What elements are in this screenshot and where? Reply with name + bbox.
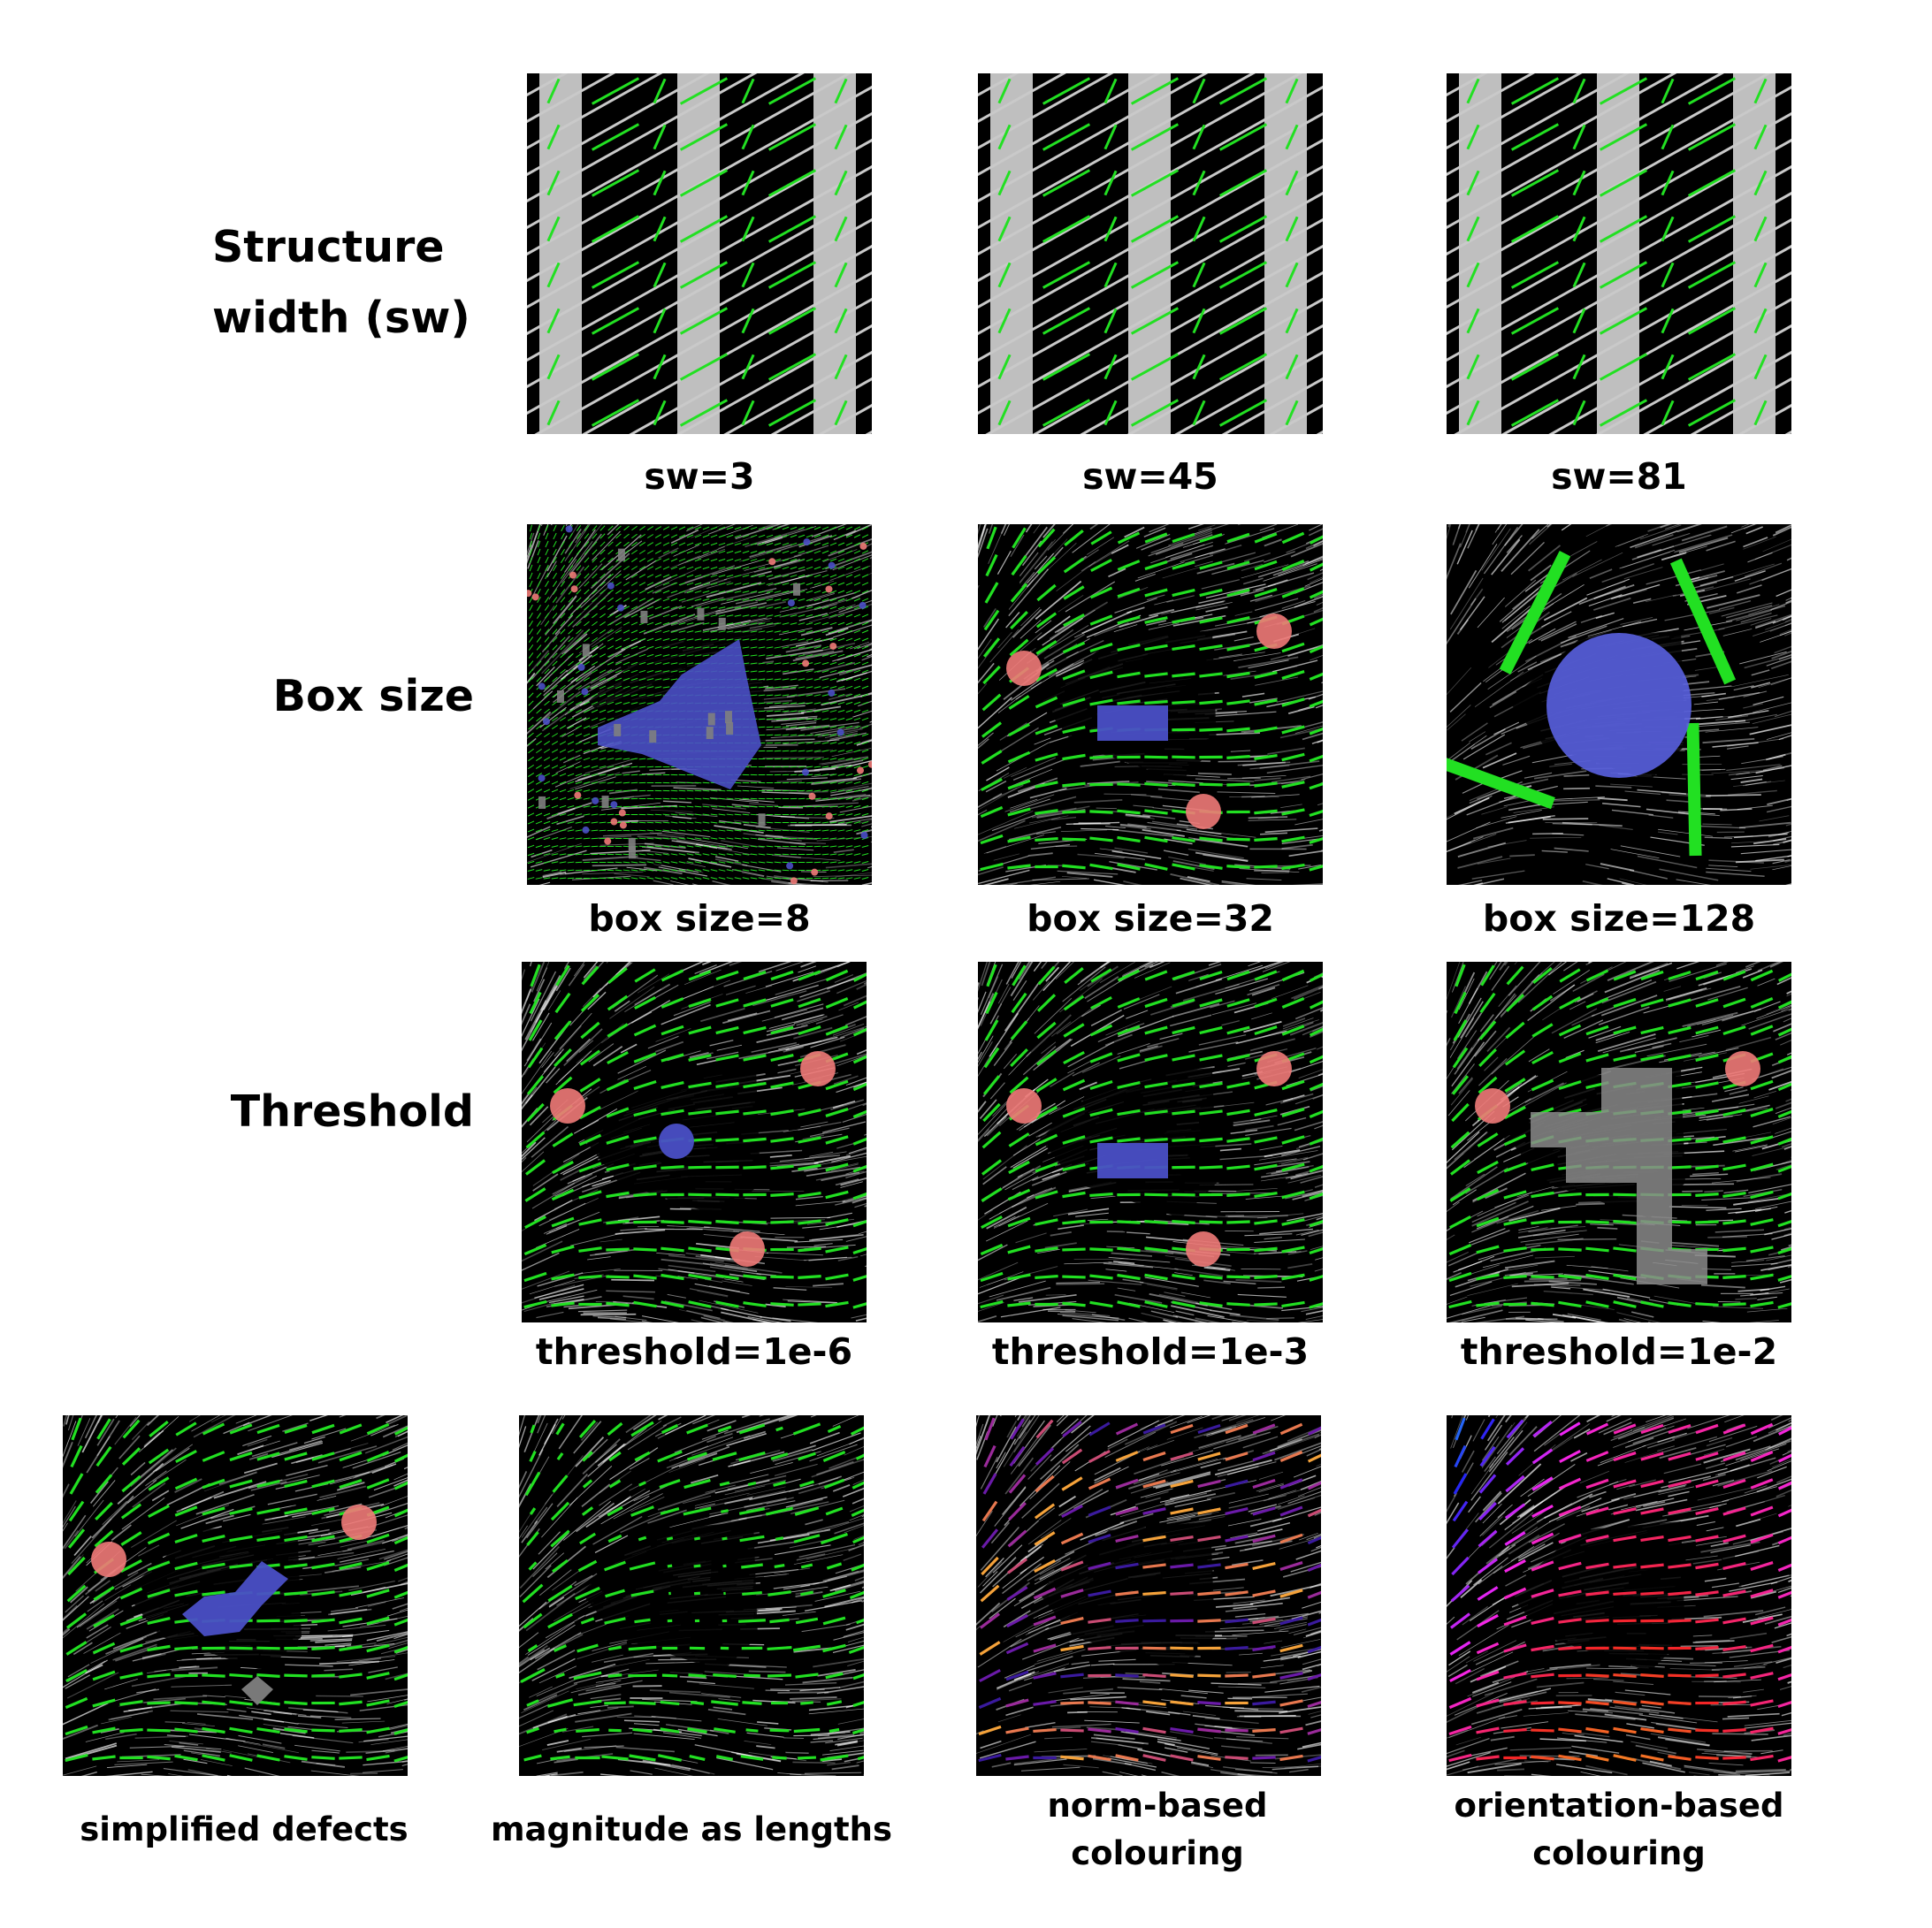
panel-threshold-1e-6	[522, 962, 867, 1322]
caption-threshold-1e-2: threshold=1e-2	[1460, 1330, 1778, 1373]
caption-threshold-1e-3: threshold=1e-3	[991, 1330, 1310, 1373]
caption-box-size-8: box size=8	[588, 897, 811, 940]
panel-graphic	[1447, 524, 1791, 885]
panel-norm-based-colouring	[976, 1415, 1321, 1776]
caption-threshold-1e-6: threshold=1e-6	[535, 1330, 853, 1373]
panel-graphic	[527, 73, 872, 434]
panel-graphic	[978, 524, 1323, 885]
caption-box-size-32: box size=32	[1027, 897, 1274, 940]
panel-sw-3	[527, 73, 872, 434]
caption-sw-81: sw=81	[1551, 455, 1687, 498]
panel-graphic	[978, 962, 1323, 1322]
panel-box-size-128	[1447, 524, 1791, 885]
caption-magnitude-as-lengths: magnitude as lengths	[490, 1810, 893, 1848]
caption-box-size-128: box size=128	[1482, 897, 1756, 940]
panel-sw-81	[1447, 73, 1791, 434]
panel-graphic	[1447, 962, 1791, 1322]
panel-graphic	[63, 1415, 408, 1776]
caption-sw-45: sw=45	[1082, 455, 1218, 498]
panel-magnitude-as-lengths	[519, 1415, 864, 1776]
panel-simplified-defects	[63, 1415, 408, 1776]
panel-threshold-1e-2	[1447, 962, 1791, 1322]
caption-orientation-based-colouring: orientation-based colouring	[1454, 1787, 1784, 1872]
panel-orientation-based-colouring	[1447, 1415, 1791, 1776]
panel-graphic	[519, 1415, 864, 1776]
row-label-structure-width: Structure width (sw)	[212, 222, 470, 343]
row-label-box-size: Box size	[272, 671, 474, 721]
panel-graphic	[522, 962, 867, 1322]
row-label-threshold: Threshold	[230, 1086, 474, 1137]
panel-threshold-1e-3	[978, 962, 1323, 1322]
panel-box-size-32	[978, 524, 1323, 885]
caption-simplified-defects: simplified defects	[80, 1810, 409, 1848]
panel-graphic	[978, 73, 1323, 434]
panel-sw-45	[978, 73, 1323, 434]
caption-norm-based-colouring: norm-based colouring	[1047, 1787, 1268, 1872]
panel-graphic	[1447, 1415, 1791, 1776]
panel-graphic	[527, 524, 872, 885]
panel-graphic	[976, 1415, 1321, 1776]
panel-box-size-8	[527, 524, 872, 885]
panel-graphic	[1447, 73, 1791, 434]
caption-sw-3: sw=3	[644, 455, 755, 498]
